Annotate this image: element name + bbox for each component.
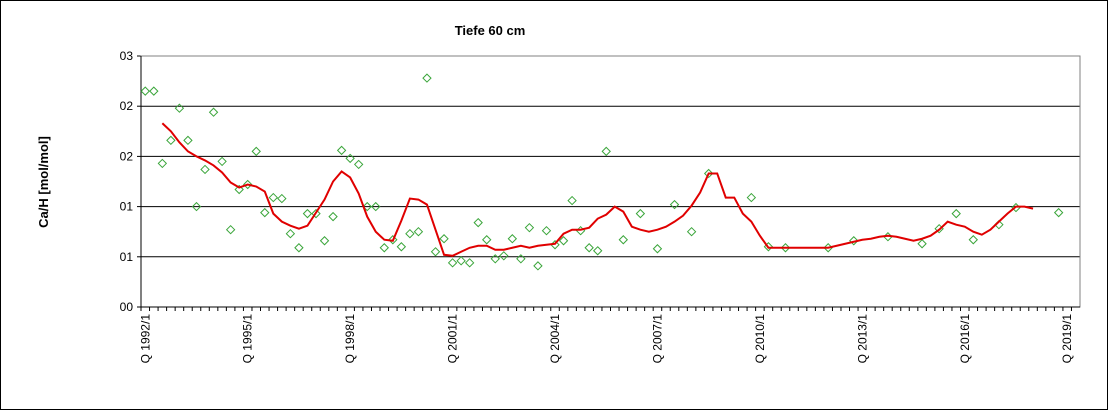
- data-point: [413, 226, 424, 237]
- data-point: [268, 192, 279, 203]
- data-point: [319, 236, 330, 246]
- data-point: [507, 234, 518, 244]
- data-point: [584, 243, 594, 253]
- x-tick-label: Q 2019/1: [1060, 314, 1074, 364]
- data-point: [686, 226, 697, 237]
- data-point: [499, 251, 509, 261]
- x-tick-label: Q 2001/1: [446, 314, 460, 364]
- chart-title: Tiefe 60 cm: [455, 23, 526, 38]
- data-point: [157, 158, 168, 169]
- data-point: [200, 164, 210, 175]
- data-point: [191, 201, 202, 212]
- data-point: [490, 254, 500, 264]
- data-point: [149, 86, 159, 96]
- data-point: [473, 217, 483, 228]
- data-point: [396, 242, 407, 252]
- data-point: [618, 235, 629, 245]
- data-point: [746, 192, 757, 203]
- data-point: [260, 207, 270, 218]
- x-tick-label: Q 2004/1: [548, 314, 562, 364]
- y-tick-label: 01: [120, 200, 134, 214]
- data-point: [183, 135, 193, 146]
- data-point: [208, 107, 219, 117]
- data-line: [161, 122, 1034, 257]
- data-point: [1053, 207, 1064, 218]
- data-point: [447, 258, 458, 268]
- x-tick-label: Q 2007/1: [650, 314, 664, 364]
- data-point: [328, 211, 338, 222]
- x-tick-label: Q 1995/1: [241, 314, 255, 364]
- data-point: [482, 235, 492, 245]
- data-point: [592, 246, 603, 256]
- y-tick-label: 03: [120, 49, 134, 63]
- data-point: [635, 208, 646, 219]
- data-point: [849, 236, 859, 246]
- data-point: [251, 146, 261, 157]
- y-tick-label: 02: [120, 149, 134, 163]
- data-point: [379, 243, 389, 253]
- data-point: [524, 222, 535, 233]
- y-tick-label: 01: [120, 250, 134, 264]
- data-point: [917, 239, 927, 249]
- data-point: [669, 199, 680, 210]
- data-point: [345, 153, 355, 164]
- data-point: [371, 201, 381, 212]
- data-point: [558, 236, 569, 246]
- data-point: [242, 179, 253, 190]
- data-point: [652, 244, 663, 254]
- data-point: [951, 208, 961, 219]
- data-point: [336, 145, 347, 156]
- data-point: [234, 184, 244, 195]
- data-point: [567, 195, 577, 206]
- data-point: [388, 235, 398, 245]
- data-point: [464, 258, 475, 268]
- data-point: [311, 208, 321, 219]
- data-point: [456, 256, 466, 266]
- data-point: [225, 224, 236, 235]
- y-axis-title: Ca/H [mol/mol]: [36, 136, 51, 228]
- data-point: [703, 168, 714, 179]
- y-tick-label: 02: [120, 99, 134, 113]
- x-tick-label: Q 2010/1: [753, 314, 767, 364]
- data-point: [353, 159, 364, 170]
- data-point: [533, 261, 543, 271]
- data-point: [968, 235, 979, 245]
- data-point: [362, 201, 372, 212]
- data-point: [422, 73, 432, 83]
- data-point: [405, 229, 415, 239]
- x-tick-label: Q 1992/1: [138, 314, 152, 364]
- data-point: [285, 229, 296, 239]
- y-tick-label: 00: [120, 300, 134, 314]
- data-point: [217, 156, 227, 167]
- data-point: [166, 135, 176, 146]
- data-point: [302, 208, 313, 219]
- data-point: [601, 146, 611, 157]
- data-point: [541, 225, 552, 236]
- data-point: [277, 193, 287, 204]
- data-point: [516, 254, 526, 264]
- x-tick-label: Q 2013/1: [855, 314, 869, 364]
- data-point: [430, 247, 441, 257]
- data-point: [174, 103, 185, 113]
- x-tick-label: Q 1998/1: [343, 314, 357, 364]
- x-tick-label: Q 2016/1: [958, 314, 972, 364]
- data-point: [439, 234, 449, 244]
- data-point: [294, 243, 304, 253]
- data-point: [780, 243, 791, 253]
- data-point: [140, 86, 150, 96]
